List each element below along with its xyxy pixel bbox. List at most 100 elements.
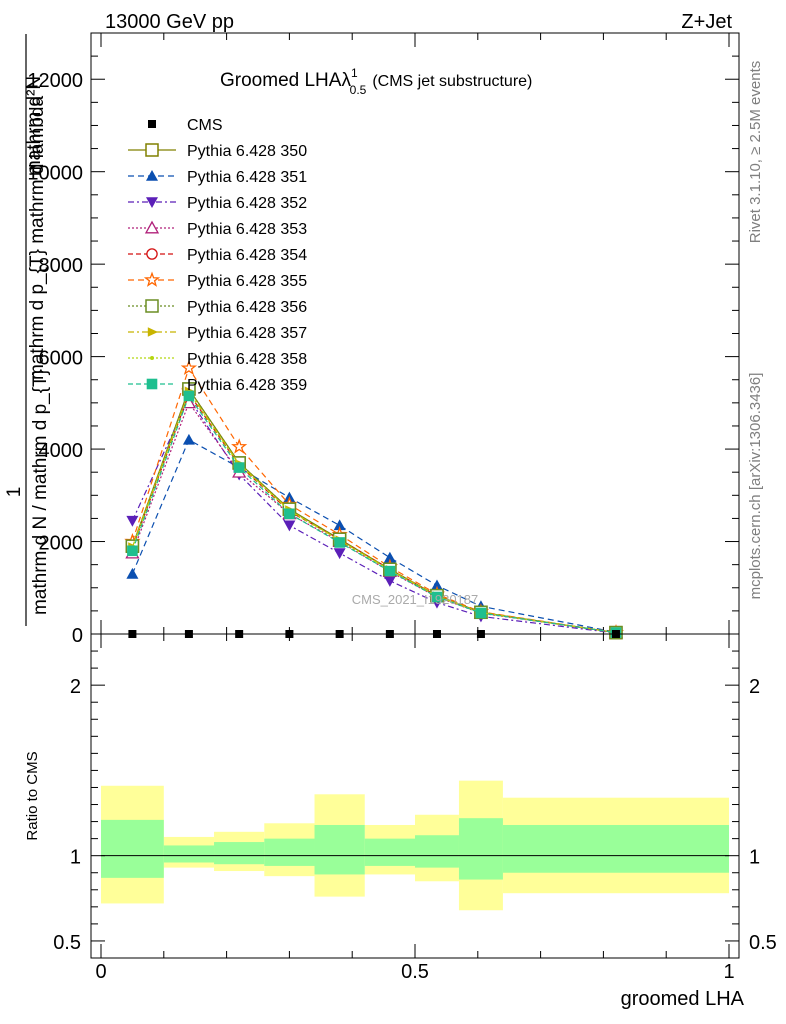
- legend-label: CMS: [187, 117, 223, 134]
- ratio-x-label: groomed LHA: [621, 988, 745, 1010]
- legend-item: Pythia 6.428 354: [128, 247, 307, 264]
- series-point: [430, 579, 443, 591]
- legend-marker: [146, 197, 158, 208]
- legend-marker: [146, 248, 158, 260]
- series-line: [131, 438, 617, 633]
- mcplots-label: mcplots.cern.ch [arXiv:1306.3436]: [747, 373, 764, 600]
- ratio-band-inner: [458, 818, 503, 880]
- main-ytick-label: 4000: [39, 440, 84, 462]
- chart-title-lambda: λ: [341, 70, 351, 91]
- ratio-ytick-label: 1: [70, 847, 81, 869]
- ratio-ytick-label: 0.5: [53, 932, 81, 954]
- legend-item: Pythia 6.428 358: [128, 351, 307, 368]
- ratio-bands: [101, 780, 729, 911]
- legend-label: Pythia 6.428 351: [187, 169, 307, 186]
- main-series-layer: [124, 359, 625, 640]
- chart-title: Groomed LHAλ1 0.5 (CMS jet substructure): [220, 66, 532, 97]
- legend-label: Pythia 6.428 356: [187, 299, 307, 316]
- chart-title-sub: 0.5: [350, 83, 367, 97]
- chart-title-note: (CMS jet substructure): [372, 73, 532, 90]
- ratio-band-inner: [214, 842, 265, 865]
- ratio-xtick-label: 0: [95, 961, 106, 983]
- ratio-ytick-label-right: 1: [749, 847, 760, 869]
- ratio-ytick-label-right: 2: [749, 676, 760, 698]
- main-axis-ticks: 2000 4000 6000 8000 10000 12000 0: [27, 32, 739, 647]
- rivet-label: Rivet 3.1.10, ≥ 2.5M events: [747, 61, 764, 244]
- ratio-band-inner: [101, 819, 164, 878]
- legend-marker: [146, 378, 158, 390]
- series-point: [475, 607, 487, 619]
- series-point: [183, 390, 195, 402]
- ratio-band-inner: [502, 824, 729, 873]
- ylabel-one: 1: [4, 487, 25, 498]
- legend-item: Pythia 6.428 350: [128, 143, 307, 160]
- legend-label: Pythia 6.428 350: [187, 143, 307, 160]
- ratio-band-inner: [364, 838, 415, 866]
- legend-label: Pythia 6.428 358: [187, 351, 307, 368]
- main-ytick-label: 0: [72, 625, 83, 647]
- ylabel-denominator: mathrm d N / mathrm d p_{T}: [30, 369, 51, 615]
- legend-marker: [143, 271, 161, 287]
- series-point: [182, 433, 195, 445]
- main-ytick-label: 2000: [39, 533, 84, 555]
- ratio-panel: 0.5 0.5 1 1 2 2 0 0.5 1 Ratio to CMS groomed LHA: [24, 633, 777, 1010]
- series-point: [180, 359, 198, 376]
- legend-item: Pythia 6.428 352: [128, 195, 307, 212]
- ratio-axis-ticks: 0.5 0.5 1 1 2 2 0 0.5 1: [53, 634, 777, 983]
- ratio-ytick-label: 2: [70, 676, 81, 698]
- chart-title-main: Groomed LHA: [220, 70, 342, 91]
- main-ytick-label: 12000: [27, 70, 83, 92]
- series-line: [131, 387, 617, 634]
- energy-label: 13000 GeV pp: [105, 11, 234, 33]
- series-point: [431, 591, 443, 603]
- series-point: [333, 548, 346, 560]
- ratio-xtick-label: 1: [723, 961, 734, 983]
- series-point: [333, 519, 346, 531]
- series-point: [283, 520, 296, 532]
- legend-item: Pythia 6.428 357: [128, 325, 307, 342]
- process-label: Z+Jet: [681, 11, 732, 33]
- legend-item: Pythia 6.428 353: [128, 220, 307, 238]
- ratio-band-inner: [415, 835, 459, 868]
- legend-label: Pythia 6.428 359: [187, 377, 307, 394]
- legend: CMS Pythia 6.428 350 Pythia 6.428 351 Pythi…: [128, 117, 307, 394]
- ylabel-numerator-2: mathrm d p_{T} mathrm d lambda: [27, 96, 48, 380]
- legend-item: Pythia 6.428 359: [128, 377, 307, 394]
- legend-item: Pythia 6.428 355: [128, 271, 307, 290]
- legend-label: Pythia 6.428 355: [187, 273, 307, 290]
- ratio-band-inner: [314, 824, 365, 875]
- legend-marker: [145, 143, 159, 157]
- main-y-label: mathrm d²N mathrm d p_{T} mathrm d lambd…: [4, 34, 51, 626]
- ratio-band-inner: [163, 845, 215, 863]
- main-panel: 2000 4000 6000 8000 10000 12000 0 Groomed LHAλ…: [4, 32, 740, 647]
- legend-item: Pythia 6.428 351: [128, 169, 307, 186]
- chart-title-sup: 1: [351, 66, 358, 80]
- series-point: [383, 551, 396, 563]
- legend-marker: [145, 299, 159, 313]
- ratio-plot-frame: [90, 633, 740, 959]
- series-point: [384, 565, 396, 577]
- ratio-y-label: Ratio to CMS: [24, 751, 41, 840]
- series-point: [231, 438, 248, 454]
- series-point: [383, 576, 396, 587]
- main-ytick-label: 6000: [39, 348, 84, 370]
- main-ytick-label: 8000: [39, 255, 84, 277]
- legend-label: Pythia 6.428 357: [187, 325, 307, 342]
- series-point: [126, 567, 139, 579]
- legend-marker: [146, 170, 158, 181]
- ratio-xtick-label: 0.5: [401, 961, 429, 983]
- legend-item-cms: CMS: [148, 117, 223, 134]
- legend-marker: [144, 220, 160, 234]
- analysis-watermark: CMS_2021_I1920187: [352, 592, 479, 607]
- legend-label: Pythia 6.428 353: [187, 221, 307, 238]
- series-point: [127, 545, 138, 557]
- series-point: [284, 508, 295, 520]
- series-point: [126, 515, 139, 527]
- ratio-ytick-label-right: 0.5: [749, 932, 777, 954]
- ylabel-numerator-1: mathrm d²N: [24, 76, 45, 176]
- series-point: [334, 537, 345, 548]
- legend-marker: [147, 327, 158, 337]
- legend-label: Pythia 6.428 352: [187, 195, 307, 212]
- legend-marker: [150, 356, 154, 360]
